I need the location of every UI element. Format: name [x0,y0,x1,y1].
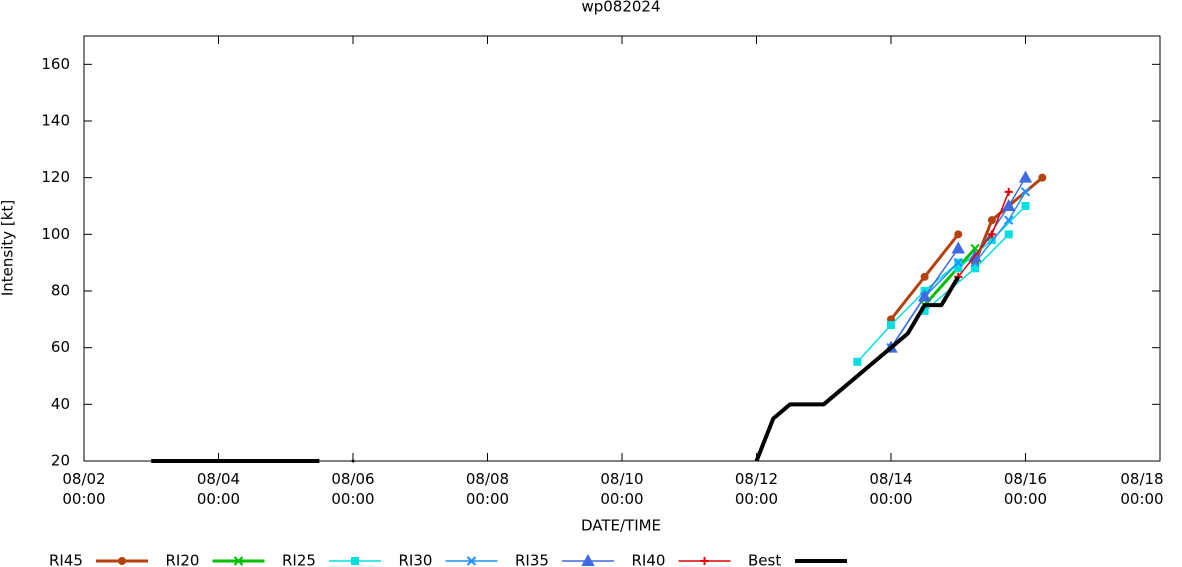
legend-label: RI45 [49,552,83,567]
plot-frame [83,35,1161,462]
y-tick-label: 20 [51,452,70,470]
marker [951,241,965,254]
marker [987,230,996,239]
legend-label: RI40 [632,552,666,567]
x-tick-label: 08/10 00:00 [600,470,644,508]
marker [1004,230,1013,239]
x-tick-label: 08/02 00:00 [62,470,106,508]
marker [233,556,244,566]
marker [954,264,963,273]
series-line [151,275,960,463]
marker [700,557,709,565]
series-line [856,205,1027,363]
x-tick-label: 08/16 00:00 [1003,470,1048,508]
legend-label: Best [748,552,781,567]
x-tick-label: 08/08 00:00 [465,470,510,508]
marker [887,321,895,329]
chart-title: wp082024 [581,0,660,16]
marker [1001,198,1016,211]
x-tick-label: 08/14 00:00 [869,470,913,508]
marker [1020,187,1031,197]
x-tick-label: 08/04 00:00 [196,470,241,508]
marker [1004,187,1013,196]
legend-label: RI35 [515,552,549,567]
y-tick-label: 120 [41,168,70,186]
marker [917,289,932,302]
marker [1038,173,1047,182]
marker [1018,170,1033,183]
series-line [889,176,1044,321]
marker [954,230,963,239]
x-tick-label: 08/06 00:00 [331,470,375,508]
marker [953,257,963,268]
series-line [923,247,977,307]
marker [971,264,980,273]
legend-label: RI25 [282,552,316,567]
marker [466,556,477,566]
y-tick-label: 100 [41,225,70,243]
point [351,459,355,463]
marker [118,557,126,565]
marker [920,306,929,315]
marker [351,557,359,565]
marker [920,272,929,281]
marker [987,236,996,244]
marker [581,553,595,566]
marker [1021,202,1030,210]
y-tick-label: 80 [51,282,70,300]
x-tick-label: 08/12 00:00 [734,470,779,508]
y-tick-label: 40 [51,395,70,413]
marker [853,357,862,366]
y-tick-label: 60 [51,338,70,356]
y-axis-label: Intensity [kt] [0,200,17,296]
legend-label: RI30 [399,552,433,567]
y-tick-label: 140 [41,112,70,130]
series-line [957,191,1010,278]
marker [987,216,996,225]
marker [1003,215,1014,225]
y-tick-label: 160 [41,55,70,73]
legend-label: RI20 [166,552,200,567]
x-axis-label: DATE/TIME [581,517,661,535]
x-tick-label: 08/18 00:00 [1120,470,1164,508]
